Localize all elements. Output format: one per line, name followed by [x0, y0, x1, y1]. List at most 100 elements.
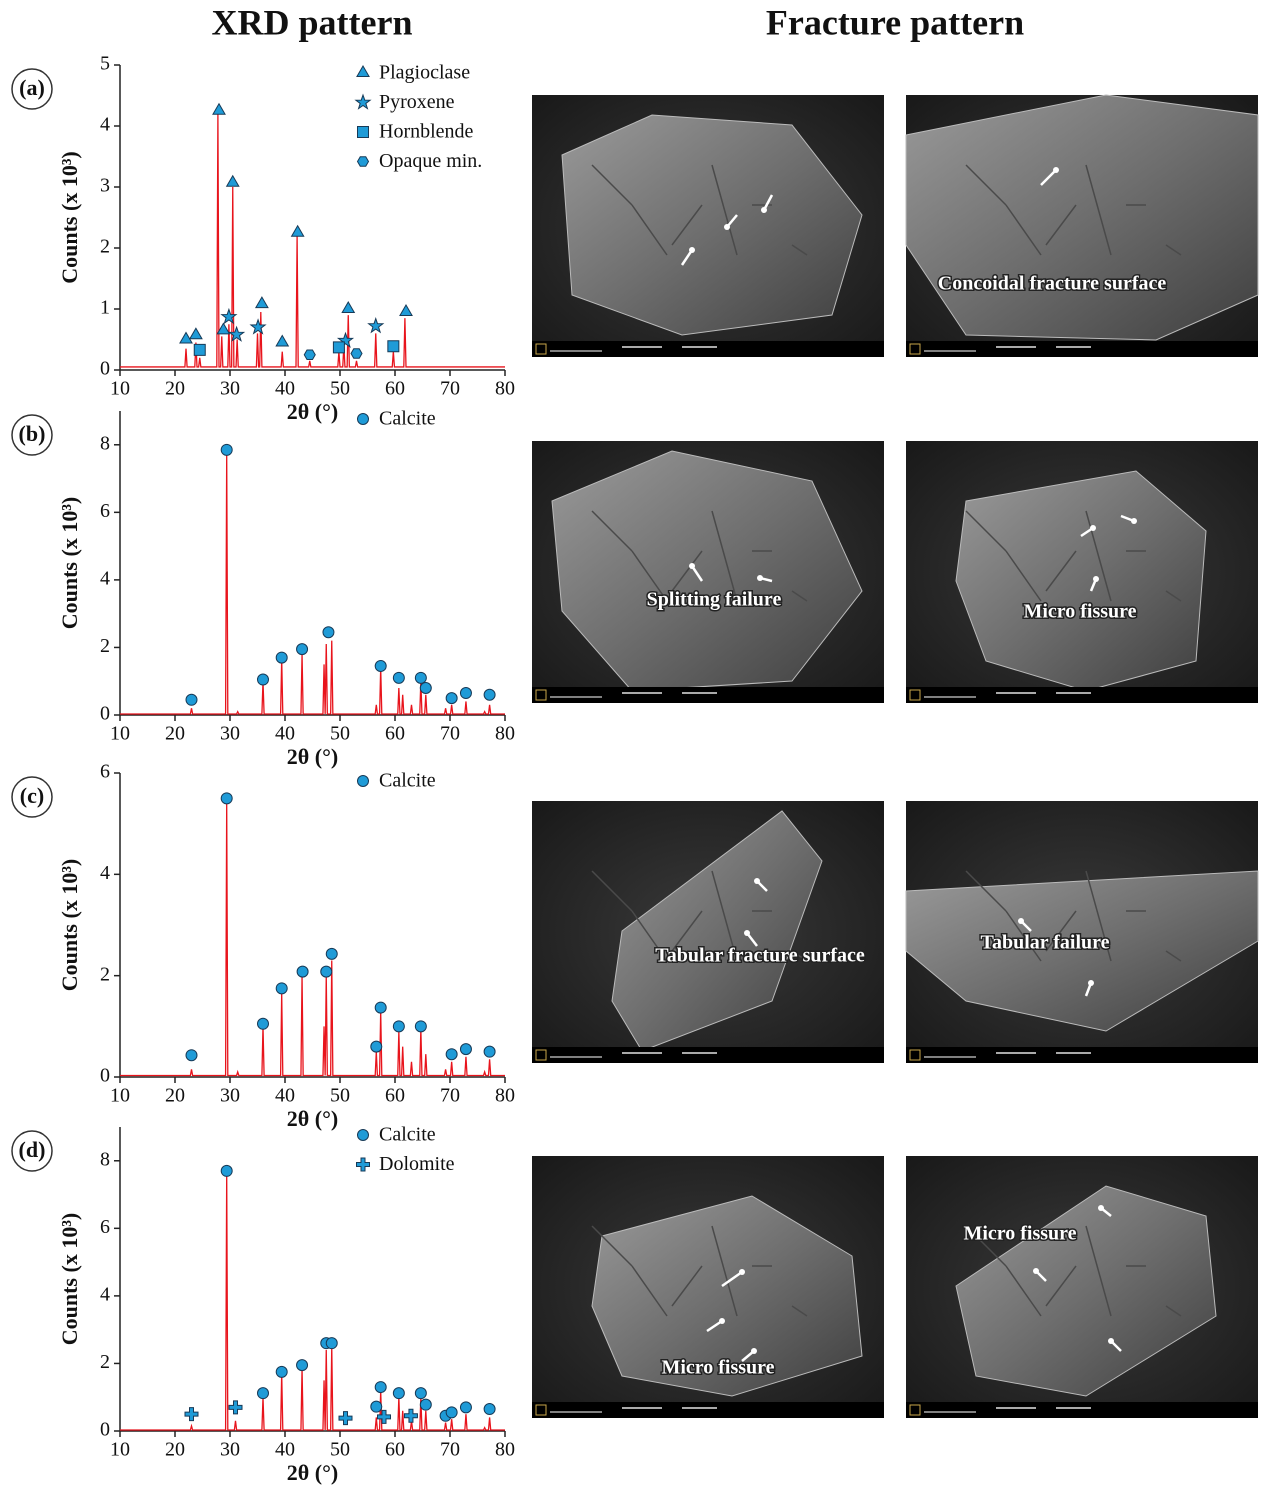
y-tick-label: 2: [100, 1351, 110, 1373]
legend-marker: [357, 1158, 370, 1171]
legend-label: Plagioclase: [379, 62, 470, 84]
legend-marker: [356, 95, 370, 109]
peak-marker: [420, 1399, 431, 1410]
peak-marker: [326, 948, 337, 959]
fracture-annotation: Micro fissure: [1023, 601, 1136, 623]
x-tick-label: 50: [330, 378, 350, 400]
arrow-head: [1033, 1268, 1039, 1274]
x-tick-label: 40: [275, 378, 295, 400]
fracture-annotation: Concoidal fracture surface: [938, 273, 1167, 295]
peak-marker: [221, 444, 232, 455]
x-tick-label: 50: [330, 1439, 350, 1461]
peak-marker: [446, 1049, 457, 1060]
y-tick-label: 3: [100, 175, 110, 197]
peak-marker: [186, 1050, 197, 1061]
sem-info-bar: [532, 341, 884, 357]
peak-marker: [186, 694, 197, 705]
peak-marker: [190, 328, 202, 339]
y-tick-label: 2: [100, 236, 110, 258]
peak-marker: [221, 793, 232, 804]
x-tick-label: 50: [330, 1085, 350, 1107]
peak-marker: [484, 689, 495, 700]
panel-label: (c): [20, 783, 44, 808]
legend-marker: [358, 157, 369, 167]
xrd-line: [120, 455, 505, 714]
arrow-head: [719, 1318, 725, 1324]
peak-marker: [446, 1407, 457, 1418]
arrow-head: [1093, 576, 1099, 582]
peak-marker: [375, 661, 386, 672]
y-tick-label: 6: [100, 500, 110, 522]
peak-marker: [415, 1388, 426, 1399]
sem-info-bar: [532, 1047, 884, 1063]
x-tick-label: 20: [165, 1439, 185, 1461]
x-tick-label: 10: [110, 1439, 130, 1461]
xrd-line: [120, 1174, 505, 1430]
fracture-annotation: Splitting failure: [647, 589, 782, 611]
x-tick-label: 30: [220, 723, 240, 745]
arrow-head: [724, 224, 730, 230]
peak-marker: [227, 176, 239, 187]
peak-marker: [371, 1041, 382, 1052]
arrow-head: [751, 1348, 757, 1354]
peak-marker: [297, 644, 308, 655]
x-tick-label: 50: [330, 723, 350, 745]
peak-marker: [251, 320, 265, 334]
peak-marker: [371, 1401, 382, 1412]
x-tick-label: 10: [110, 723, 130, 745]
panel-label: (b): [19, 421, 46, 446]
x-tick-label: 30: [220, 1085, 240, 1107]
peak-marker: [304, 350, 315, 360]
panel-label: (a): [19, 75, 45, 100]
peak-marker: [258, 674, 269, 685]
x-tick-label: 70: [440, 378, 460, 400]
arrow-head: [739, 1269, 745, 1275]
fracture-annotation: Tabular failure: [980, 932, 1109, 954]
peak-marker: [446, 693, 457, 704]
y-axis-label: Counts (x 10³): [57, 151, 82, 284]
peak-marker: [351, 349, 362, 359]
peak-marker: [342, 302, 354, 313]
peak-marker: [460, 1044, 471, 1055]
y-tick-label: 2: [100, 635, 110, 657]
figure: XRD pattern Fracture pattern Concoidal f…: [0, 0, 1263, 1493]
peak-marker: [339, 1412, 352, 1425]
peak-marker: [393, 1021, 404, 1032]
arrow-head: [1018, 918, 1024, 924]
x-tick-label: 80: [495, 378, 515, 400]
column-header: Fracture pattern: [766, 2, 1024, 42]
x-tick-label: 40: [275, 1085, 295, 1107]
arrow-head: [757, 575, 763, 581]
arrow-head: [1088, 980, 1094, 986]
peak-marker: [221, 1165, 232, 1176]
peak-marker: [276, 652, 287, 663]
peak-marker: [292, 226, 304, 237]
legend-label: Calcite: [379, 770, 436, 792]
x-tick-label: 30: [220, 378, 240, 400]
peak-marker: [323, 627, 334, 638]
fracture-annotation: Micro fissure: [661, 1357, 774, 1379]
legend-marker: [358, 1130, 369, 1141]
y-tick-label: 6: [100, 761, 110, 783]
panel-label: (d): [19, 1137, 46, 1162]
arrow-head: [1098, 1205, 1104, 1211]
y-tick-label: 8: [100, 432, 110, 454]
arrow-head: [761, 207, 767, 213]
peak-marker: [400, 305, 412, 316]
y-axis-label: Counts (x 10³): [57, 859, 82, 992]
column-header: XRD pattern: [212, 2, 413, 42]
arrow-head: [1090, 525, 1096, 531]
peak-marker: [276, 1366, 287, 1377]
legend-marker: [357, 66, 369, 77]
x-tick-label: 80: [495, 1439, 515, 1461]
arrow-head: [1131, 518, 1137, 524]
arrow-head: [689, 563, 695, 569]
x-tick-label: 10: [110, 378, 130, 400]
y-tick-label: 8: [100, 1148, 110, 1170]
legend-marker: [358, 127, 369, 138]
legend-label: Pyroxene: [379, 91, 455, 113]
peak-marker: [256, 297, 268, 308]
y-tick-label: 1: [100, 297, 110, 319]
arrow-head: [1108, 1338, 1114, 1344]
x-tick-label: 20: [165, 723, 185, 745]
